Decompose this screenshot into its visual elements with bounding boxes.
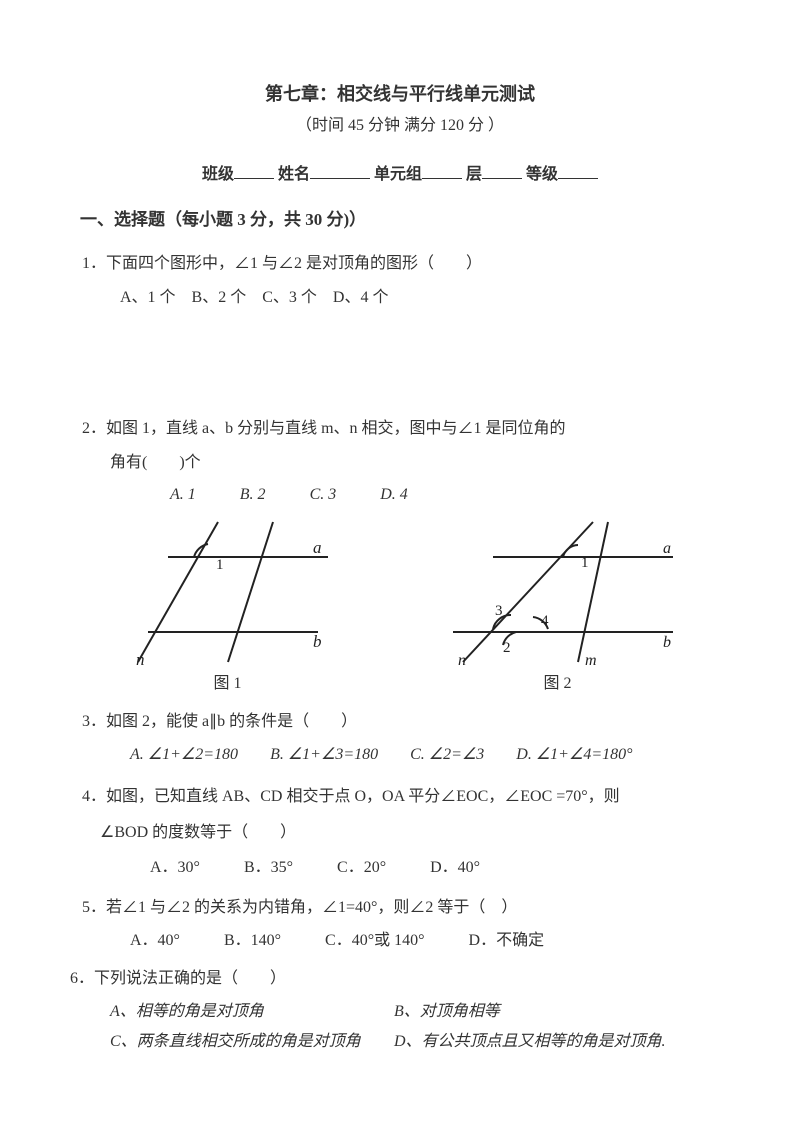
q3-opt-c: C. ∠2=∠3: [410, 742, 484, 768]
q4-opt-a: A．30°: [150, 855, 200, 881]
figure-2-wrap: 1 3 4 2 a b n m 图 2: [433, 517, 683, 697]
svg-text:4: 4: [541, 613, 549, 629]
unit-blank: [422, 163, 462, 179]
grade-label: 等级: [526, 166, 558, 183]
q4-opt-b: B．35°: [244, 855, 293, 881]
q2-opt-b: B. 2: [240, 486, 266, 503]
question-6-options: A、相等的角是对顶角 B、对顶角相等 C、两条直线相交所成的角是对顶角 D、有公…: [70, 999, 730, 1054]
question-1: 1．下面四个图形中，∠1 与∠2 是对顶角的图形（ ）: [70, 251, 730, 277]
q3-opt-a: A. ∠1+∠2=180: [130, 742, 238, 768]
section-1-header: 一、选择题（每小题 3 分，共 30 分)）: [80, 206, 730, 233]
grade-blank: [558, 163, 598, 179]
unit-label: 单元组: [374, 166, 422, 183]
q3-opt-d: D. ∠1+∠4=180°: [516, 742, 632, 768]
q4-opt-c: C．20°: [337, 855, 386, 881]
q2-opt-d: D. 4: [380, 486, 408, 503]
page-subtitle: （时间 45 分钟 满分 120 分 ）: [70, 113, 730, 139]
q2-opt-c: C. 3: [310, 486, 337, 503]
question-5: 5．若∠1 与∠2 的关系为内错角，∠1=40°，则∠2 等于（ ）: [70, 895, 730, 921]
question-3-options: A. ∠1+∠2=180 B. ∠1+∠3=180 C. ∠2=∠3 D. ∠1…: [70, 742, 730, 768]
svg-text:m: m: [585, 652, 597, 667]
svg-text:n: n: [458, 652, 466, 667]
q6-opt-d: D、有公共顶点且又相等的角是对顶角.: [394, 1029, 666, 1055]
question-4-options: A．30° B．35° C．20° D．40°: [70, 855, 730, 881]
q5-opt-b: B．140°: [224, 928, 281, 954]
svg-text:a: a: [663, 540, 671, 557]
name-label: 姓名: [278, 166, 310, 183]
figure-2-svg: 1 3 4 2 a b n m: [433, 517, 683, 667]
question-4-line1: 4．如图，已知直线 AB、CD 相交于点 O，OA 平分∠EOC，∠EOC =7…: [70, 784, 730, 810]
figure-1-svg: 1 a b n: [118, 517, 338, 667]
svg-text:1: 1: [581, 555, 589, 571]
level-blank: [482, 163, 522, 179]
class-label: 班级: [202, 166, 234, 183]
svg-text:3: 3: [495, 603, 503, 619]
figure-1-caption: 图 1: [118, 671, 338, 697]
name-blank: [310, 163, 370, 179]
q2-opt-a: A. 1: [170, 486, 196, 503]
svg-text:a: a: [313, 538, 322, 557]
q6-opt-c: C、两条直线相交所成的角是对顶角: [110, 1029, 390, 1055]
question-5-options: A．40° B．140° C．40°或 140° D．不确定: [70, 928, 730, 954]
question-3: 3．如图 2，能使 a∥b 的条件是（ ）: [70, 709, 730, 735]
figure-2-caption: 图 2: [433, 671, 683, 697]
student-info-line: 班级 姓名 单元组 层 等级: [70, 162, 730, 188]
figure-placeholder-q1: [70, 324, 730, 404]
q4-opt-d: D．40°: [430, 855, 480, 881]
q6-opt-b: B、对顶角相等: [394, 999, 674, 1025]
figures-row: 1 a b n 图 1 1 3 4 2 a b n m: [70, 517, 730, 697]
figure-1-wrap: 1 a b n 图 1: [118, 517, 338, 697]
svg-text:n: n: [136, 650, 145, 667]
question-6: 6．下列说法正确的是（ ）: [70, 966, 730, 992]
level-label: 层: [466, 166, 482, 183]
question-2-line1: 2．如图 1，直线 a、b 分别与直线 m、n 相交，图中与∠1 是同位角的: [70, 416, 730, 442]
q6-opt-a: A、相等的角是对顶角: [110, 999, 390, 1025]
question-2-options: A. 1 B. 2 C. 3 D. 4: [70, 482, 730, 508]
q3-opt-b: B. ∠1+∠3=180: [270, 742, 378, 768]
question-2-line2: 角有( )个: [70, 450, 730, 476]
question-4-line2: ∠BOD 的度数等于（ ）: [70, 820, 730, 846]
question-1-options: A、1 个 B、2 个 C、3 个 D、4 个: [70, 285, 730, 311]
svg-text:b: b: [313, 632, 322, 651]
class-blank: [234, 163, 274, 179]
q5-opt-a: A．40°: [130, 928, 180, 954]
svg-text:1: 1: [216, 557, 224, 573]
q5-opt-c: C．40°或 140°: [325, 928, 424, 954]
page-title: 第七章：相交线与平行线单元测试: [70, 80, 730, 109]
q5-opt-d: D．不确定: [469, 928, 545, 954]
svg-text:2: 2: [503, 640, 511, 656]
svg-text:b: b: [663, 634, 671, 651]
